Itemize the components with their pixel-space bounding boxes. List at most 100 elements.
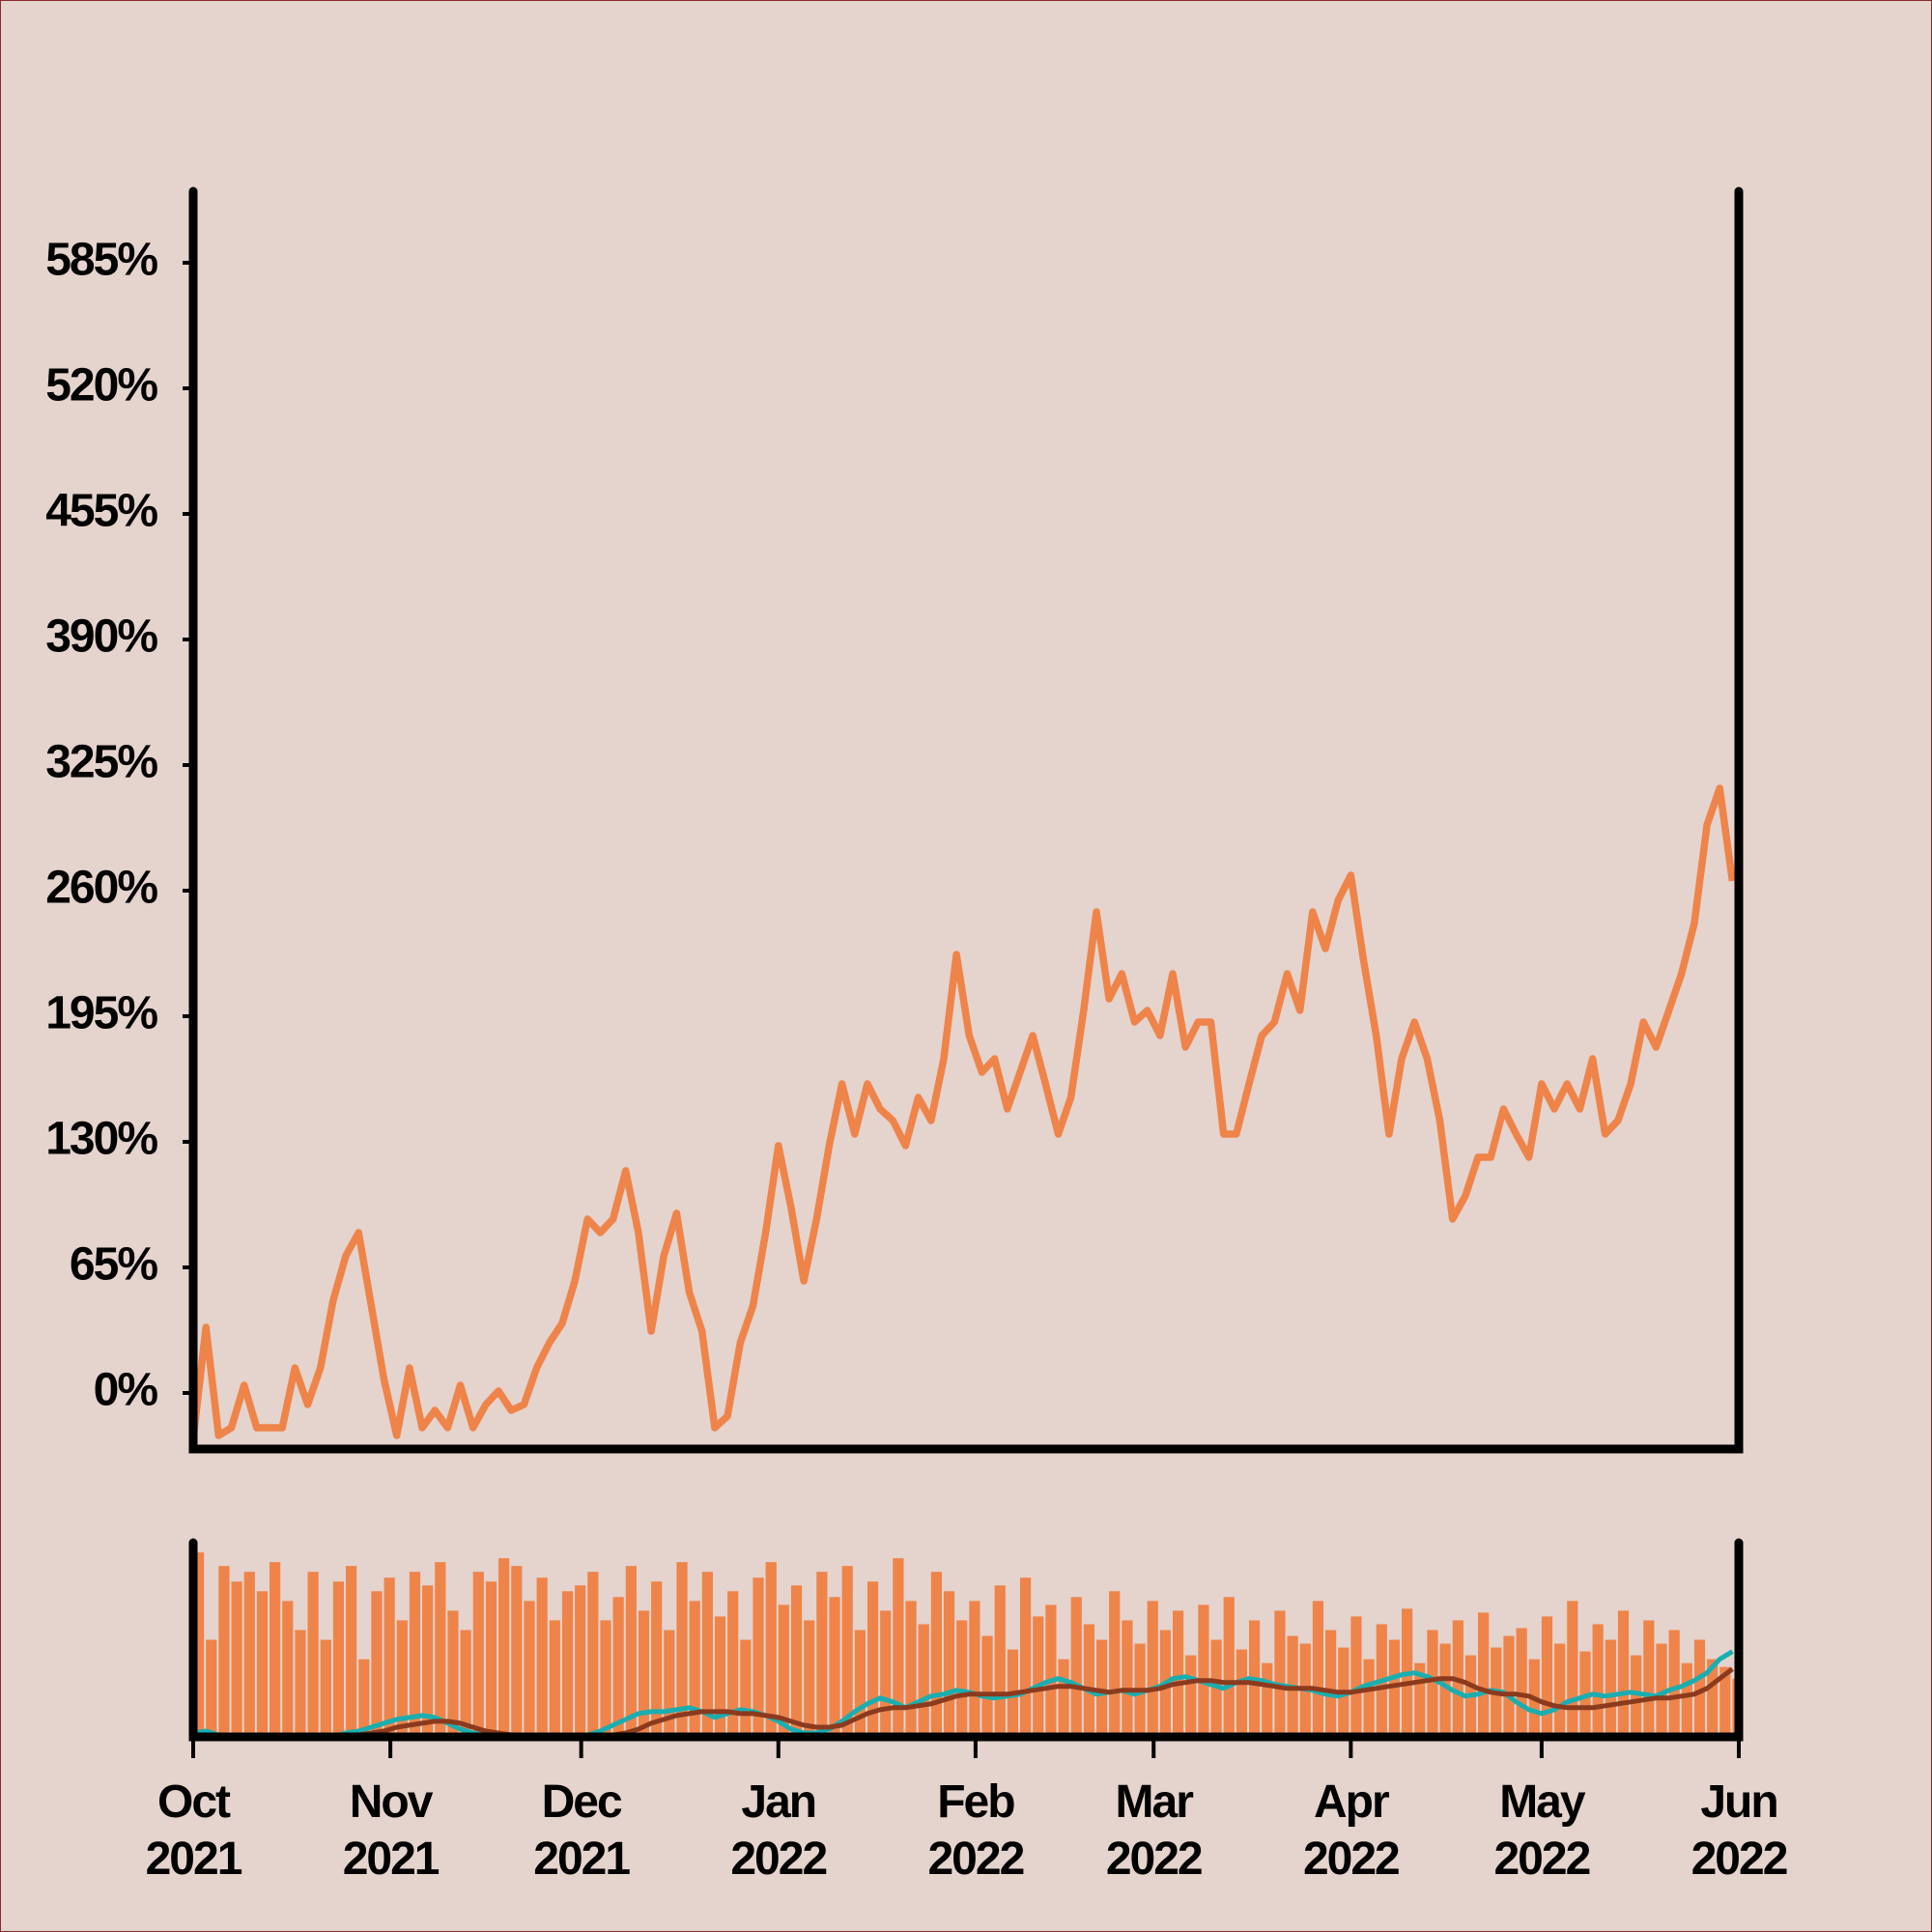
x-tick-label: Nov 2021 xyxy=(342,1776,440,1885)
volume-bar xyxy=(676,1562,688,1737)
volume-bar xyxy=(1147,1601,1158,1737)
volume-bar xyxy=(218,1566,230,1737)
volume-bar xyxy=(282,1601,294,1737)
volume-bar xyxy=(918,1624,929,1737)
volume-bar xyxy=(243,1572,255,1737)
volume-bar xyxy=(753,1577,764,1737)
axes-frame xyxy=(188,1538,1744,1742)
volume-bar xyxy=(816,1572,828,1737)
volume-bar xyxy=(600,1620,611,1737)
volume-bar xyxy=(1095,1639,1108,1737)
volume-bar xyxy=(714,1616,726,1737)
y-tick-label: 520% xyxy=(45,360,157,412)
volume-bar xyxy=(1656,1643,1667,1737)
volume-bar xyxy=(1172,1610,1184,1737)
volume-bar xyxy=(893,1558,904,1737)
volume-bar xyxy=(396,1620,408,1737)
volume-bar xyxy=(561,1591,574,1737)
volume-bar xyxy=(1541,1616,1553,1737)
volume-bar xyxy=(1388,1639,1401,1737)
x-tick-label: Apr 2022 xyxy=(1302,1776,1401,1885)
x-tick-label: Jan 2022 xyxy=(730,1776,828,1885)
volume-bar xyxy=(1605,1639,1616,1737)
y-tick-label: 130% xyxy=(45,1114,157,1165)
volume-bar xyxy=(193,1552,205,1737)
moving-average xyxy=(193,1666,1734,1737)
volume-bar xyxy=(867,1581,879,1737)
axes-frame xyxy=(188,186,1744,1454)
volume-bar xyxy=(1414,1662,1426,1737)
y-tick-label: 390% xyxy=(45,611,157,663)
volume-bar xyxy=(1427,1630,1438,1737)
volume-bar xyxy=(498,1558,510,1737)
volume-bar xyxy=(524,1601,535,1737)
volume-bar xyxy=(320,1639,331,1737)
volume-bar xyxy=(1567,1601,1578,1737)
volume-bar xyxy=(1262,1662,1273,1737)
volume-bar xyxy=(969,1601,980,1737)
volume-bar xyxy=(994,1585,1006,1737)
volume-bar xyxy=(1045,1605,1057,1737)
volume-bar xyxy=(1185,1655,1197,1737)
volume-bar xyxy=(1083,1624,1095,1737)
volume-bar xyxy=(1033,1616,1044,1737)
volume-bar xyxy=(256,1591,269,1737)
volume-bar xyxy=(854,1630,866,1737)
volume-bar xyxy=(409,1572,421,1737)
volume-bar xyxy=(472,1572,484,1737)
volume-bar xyxy=(778,1605,789,1737)
moving-average xyxy=(193,1649,1734,1737)
volume-bar xyxy=(625,1566,637,1737)
x-tick-label: Mar 2022 xyxy=(1105,1776,1204,1885)
x-tick-label: Feb 2022 xyxy=(927,1776,1025,1885)
x-tick-label: May 2022 xyxy=(1493,1776,1591,1885)
volume-bar xyxy=(332,1581,345,1737)
volume-bar xyxy=(1198,1605,1209,1737)
volume-bar xyxy=(270,1562,281,1737)
volume-bar xyxy=(880,1610,892,1737)
volume-bar xyxy=(1643,1620,1655,1737)
volume-bar xyxy=(587,1572,599,1737)
volume-bar xyxy=(460,1630,471,1737)
volume-bar xyxy=(981,1635,993,1737)
volume-bar xyxy=(612,1597,624,1737)
volume-bar xyxy=(1325,1630,1337,1737)
volume-bar xyxy=(384,1577,395,1737)
volume-bar xyxy=(664,1630,675,1737)
volume-bar xyxy=(790,1585,803,1737)
volume-bar xyxy=(804,1620,815,1737)
volume-bar xyxy=(1707,1659,1719,1737)
plot-area xyxy=(193,1552,1739,1737)
x-tick-label: Dec 2021 xyxy=(533,1776,631,1885)
y-tick-label: 0% xyxy=(94,1365,158,1416)
volume-bar xyxy=(295,1630,306,1737)
volume-bar xyxy=(1236,1649,1248,1737)
volume-bar xyxy=(435,1562,446,1737)
volume-bar xyxy=(1109,1591,1121,1737)
volume-bar xyxy=(307,1572,319,1737)
x-tick-label: Oct 2021 xyxy=(145,1776,243,1885)
volume-bar xyxy=(689,1601,700,1737)
y-tick-label: 455% xyxy=(45,486,157,537)
volume-bar xyxy=(740,1639,752,1737)
volume-bar xyxy=(1019,1577,1032,1737)
price-line xyxy=(193,784,1737,1440)
volume-bar xyxy=(638,1610,650,1737)
volume-bar xyxy=(1223,1597,1235,1737)
volume-bar xyxy=(956,1620,968,1737)
y-tick-label: 195% xyxy=(45,988,157,1039)
volume-bar xyxy=(485,1581,497,1737)
volume-bar xyxy=(1122,1620,1133,1737)
volume-bar xyxy=(1681,1662,1692,1737)
volume-bar xyxy=(1478,1612,1490,1737)
volume-bar xyxy=(511,1566,523,1737)
volume-bar xyxy=(1592,1624,1604,1737)
volume-bar xyxy=(841,1566,853,1737)
volume-bar xyxy=(346,1566,357,1737)
volume-bar xyxy=(422,1585,434,1737)
volume-bar xyxy=(1312,1601,1324,1737)
volume-bar xyxy=(1274,1610,1286,1737)
volume-bar xyxy=(1668,1630,1680,1737)
volume-bar xyxy=(1070,1597,1082,1737)
